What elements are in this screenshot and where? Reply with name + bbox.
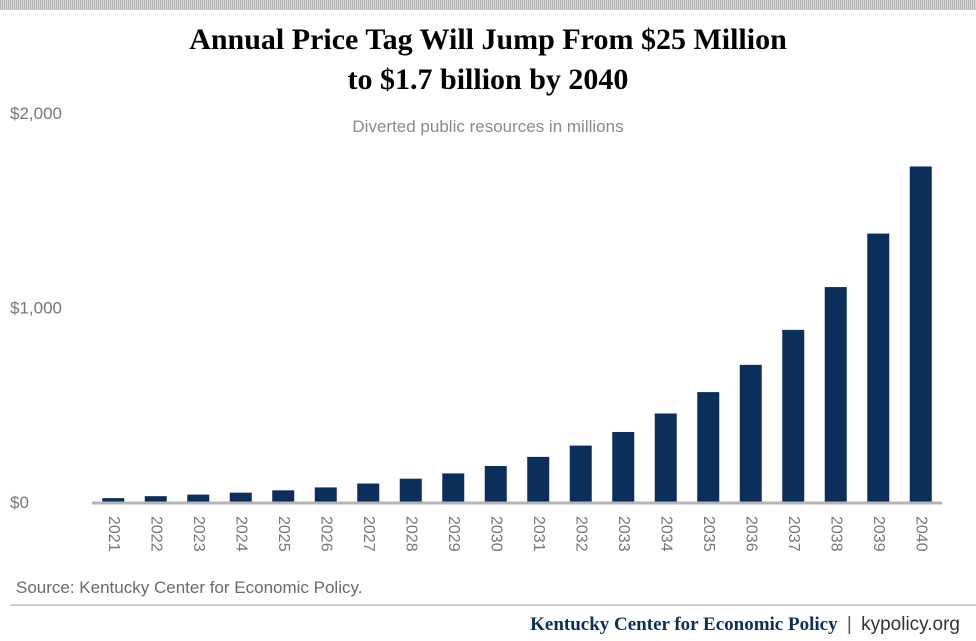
footer-url[interactable]: kypolicy.org bbox=[861, 614, 960, 635]
x-tick-label: 2028 bbox=[402, 516, 419, 552]
bar-2034 bbox=[654, 413, 677, 502]
bar-2027 bbox=[357, 483, 380, 502]
x-tick-label: 2034 bbox=[657, 516, 674, 552]
x-tick-label: 2039 bbox=[870, 516, 887, 552]
bar-2037 bbox=[782, 329, 805, 502]
x-tick-label: 2035 bbox=[700, 516, 717, 552]
bar-2026 bbox=[314, 487, 337, 502]
footer-branding: Kentucky Center for Economic Policy | ky… bbox=[530, 614, 960, 636]
x-tick-label: 2030 bbox=[487, 516, 504, 552]
bar-2031 bbox=[527, 456, 550, 502]
x-tick-label: 2025 bbox=[275, 516, 292, 552]
bar-2033 bbox=[612, 431, 635, 502]
x-tick-label: 2038 bbox=[827, 516, 844, 552]
bar-2038 bbox=[824, 287, 847, 502]
footer-org-name: Kentucky Center for Economic Policy bbox=[530, 614, 838, 635]
bar-2032 bbox=[569, 445, 592, 502]
x-tick-label: 2023 bbox=[190, 516, 207, 552]
bar-2039 bbox=[867, 233, 890, 502]
bar-2025 bbox=[272, 490, 295, 502]
x-tick-label: 2040 bbox=[912, 516, 929, 552]
chart-subtitle: Diverted public resources in millions bbox=[352, 117, 624, 136]
chart-title: Annual Price Tag Will Jump From $25 Mill… bbox=[0, 20, 976, 100]
bar-2035 bbox=[697, 392, 720, 502]
chart-title-line-1: Annual Price Tag Will Jump From $25 Mill… bbox=[189, 23, 787, 56]
x-tick-label: 2027 bbox=[360, 516, 377, 552]
footer-divider bbox=[10, 604, 976, 606]
bar-2029 bbox=[442, 473, 465, 502]
bar-2028 bbox=[399, 478, 422, 502]
x-tick-label: 2026 bbox=[317, 516, 334, 552]
bar-2022 bbox=[144, 496, 167, 502]
x-tick-label: 2022 bbox=[147, 516, 164, 552]
x-tick-label: 2024 bbox=[232, 516, 249, 552]
x-tick-label: 2037 bbox=[785, 516, 802, 552]
bar-2021 bbox=[102, 498, 125, 502]
bar-2023 bbox=[187, 494, 210, 502]
x-tick-label: 2036 bbox=[742, 516, 759, 552]
x-tick-label: 2029 bbox=[445, 516, 462, 552]
source-note: Source: Kentucky Center for Economic Pol… bbox=[16, 578, 363, 597]
top-decorative-band bbox=[0, 0, 976, 10]
bar-2040 bbox=[909, 166, 932, 503]
x-tick-label: 2031 bbox=[530, 516, 547, 552]
chart-title-line-2: to $1.7 billion by 2040 bbox=[347, 63, 629, 96]
bar-2030 bbox=[484, 466, 507, 502]
x-tick-label: 2021 bbox=[105, 516, 122, 552]
y-tick-label: $0 bbox=[10, 493, 29, 512]
bar-2036 bbox=[739, 364, 762, 502]
y-tick-label: $2,000 bbox=[10, 104, 62, 123]
y-tick-label: $1,000 bbox=[10, 299, 62, 318]
x-tick-label: 2033 bbox=[615, 516, 632, 552]
x-tick-label: 2032 bbox=[572, 516, 589, 552]
footer-separator: | bbox=[846, 614, 852, 635]
bar-2024 bbox=[229, 492, 252, 502]
